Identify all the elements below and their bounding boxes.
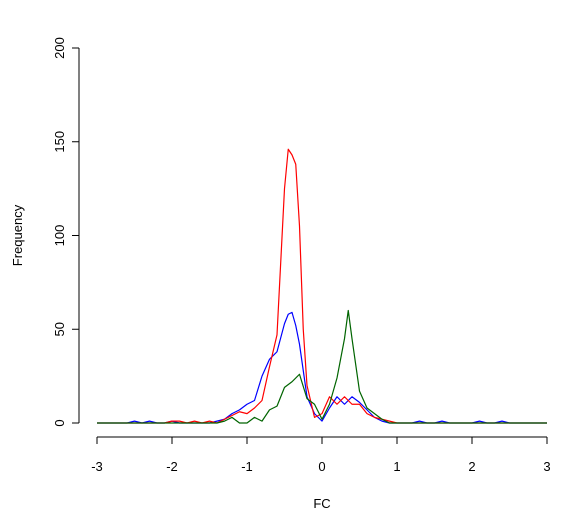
x-tick-label: -3 bbox=[91, 459, 103, 474]
series-line-2 bbox=[97, 148, 547, 424]
x-ticks: -3 -2 -1 0 1 2 3 bbox=[91, 437, 551, 474]
y-axis-label: Frequency bbox=[10, 204, 25, 266]
y-tick-label: 0 bbox=[52, 419, 67, 426]
x-tick-label: -2 bbox=[166, 459, 178, 474]
y-tick-label: 200 bbox=[52, 37, 67, 59]
x-tick-label: 2 bbox=[468, 459, 475, 474]
y-tick-label: 50 bbox=[52, 322, 67, 336]
x-tick-label: -1 bbox=[241, 459, 253, 474]
y-tick-label: 150 bbox=[52, 131, 67, 153]
x-tick-label: 1 bbox=[393, 459, 400, 474]
series-group bbox=[97, 148, 547, 424]
x-tick-label: 0 bbox=[318, 459, 325, 474]
series-line-1 bbox=[97, 311, 547, 424]
x-axis-label: FC bbox=[313, 496, 330, 511]
series-line-3 bbox=[97, 309, 547, 424]
y-ticks: 0 50 100 150 200 bbox=[52, 37, 79, 427]
y-tick-label: 100 bbox=[52, 225, 67, 247]
x-tick-label: 3 bbox=[543, 459, 550, 474]
axes bbox=[78, 48, 547, 438]
